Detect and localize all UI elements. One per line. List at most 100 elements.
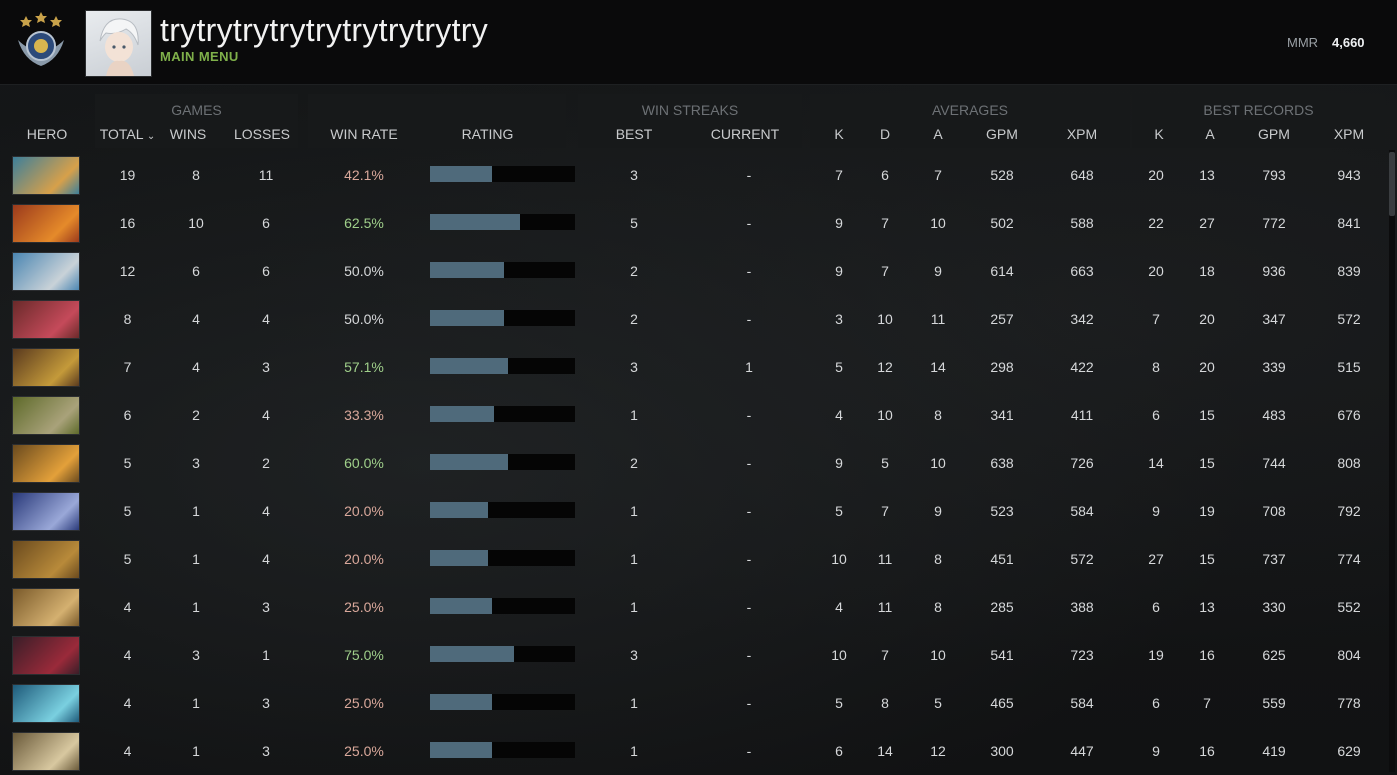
cell-ba: 18 <box>1199 263 1215 279</box>
column-header-avg-gpm[interactable]: GPM <box>986 126 1018 142</box>
hero-portrait-icon[interactable] <box>12 348 80 387</box>
cell-d: 12 <box>877 359 893 375</box>
cell-bgpm: 744 <box>1262 455 1286 471</box>
table-row[interactable]: 4 1 3 25.0% 1 - 5 8 5 465 584 6 7 559 778 <box>0 679 1385 727</box>
group-averages: AVERAGES <box>932 102 1008 118</box>
hero-portrait-icon[interactable] <box>12 444 80 483</box>
table-row[interactable]: 5 1 4 20.0% 1 - 10 11 8 451 572 27 15 737 774 <box>0 535 1385 583</box>
hero-portrait-icon[interactable] <box>12 732 80 771</box>
table-row[interactable]: 4 1 3 25.0% 1-4 11 8 285 388 6 13 330 552 <box>0 583 1385 631</box>
rating-bar <box>430 550 575 566</box>
cell-d: 7 <box>881 263 889 279</box>
cell-bgpm: 772 <box>1262 215 1286 231</box>
table-row[interactable]: 4 1 3 25.0% 1 - 6 14 12 300 447 9 16 419 629 <box>0 727 1385 775</box>
cell-bgpm: 419 <box>1262 743 1286 759</box>
cell-best: 1 <box>630 599 638 615</box>
cell-bgpm: 559 <box>1262 695 1286 711</box>
best-records-header-bg <box>1132 94 1385 148</box>
table-row[interactable]: 5 1 4 20.0% 1 - 5 7 9 523 584 9 19 708 792 <box>0 487 1385 535</box>
cell-a: 8 <box>934 551 942 567</box>
table-row[interactable]: 6 2 4 33.3% 1 - 4 10 8 341 411 6 15 483 676 <box>0 391 1385 439</box>
cell-bgpm: 708 <box>1262 503 1286 519</box>
column-header-wins[interactable]: WINS <box>169 126 207 142</box>
column-header-rating[interactable]: RATING <box>461 126 514 142</box>
hero-portrait-icon[interactable] <box>12 204 80 243</box>
cell-bxpm: 839 <box>1337 263 1361 279</box>
cell-gpm: 300 <box>990 743 1014 759</box>
cell-win-rate: 75.0% <box>344 647 384 663</box>
column-header-best-k[interactable]: K <box>1154 126 1164 142</box>
column-header-avg-k[interactable]: K <box>834 126 844 142</box>
hero-portrait-icon[interactable] <box>12 540 80 579</box>
table-row[interactable]: 5 3 2 60.0% 2 - 9 5 10 638 726 14 15 744 808 <box>0 439 1385 487</box>
cell-bk: 19 <box>1148 647 1164 663</box>
rating-bar <box>430 166 575 182</box>
column-header-total[interactable]: TOTAL ⌄ <box>95 126 160 142</box>
cell-current: - <box>746 599 752 615</box>
column-header-losses[interactable]: LOSSES <box>233 126 291 142</box>
cell-bxpm: 572 <box>1337 311 1361 327</box>
cell-total: 7 <box>123 359 132 375</box>
cell-d: 10 <box>877 311 893 327</box>
hero-portrait-icon[interactable] <box>12 396 80 435</box>
cell-current: - <box>746 455 752 471</box>
table-row[interactable]: 8 4 4 50.0% 2 - 3 10 11 257 342 7 20 347 572 <box>0 295 1385 343</box>
cell-total: 5 <box>123 455 132 471</box>
column-header-best-streak[interactable]: BEST <box>615 126 653 142</box>
rating-bar <box>430 694 575 710</box>
hero-portrait-icon[interactable] <box>12 156 80 195</box>
cell-best: 3 <box>630 167 638 183</box>
cell-best: 1 <box>630 407 638 423</box>
cell-current: 1 <box>745 359 753 375</box>
cell-bxpm: 841 <box>1337 215 1361 231</box>
column-header-avg-d[interactable]: D <box>879 126 891 142</box>
table-row[interactable]: 7 4 3 57.1% 3 1 5 12 14 298 422 8 20 339 515 <box>0 343 1385 391</box>
hero-portrait-icon[interactable] <box>12 684 80 723</box>
rating-bar <box>430 406 575 422</box>
cell-k: 9 <box>835 215 843 231</box>
column-header-best-a[interactable]: A <box>1205 126 1215 142</box>
scrollbar-thumb[interactable] <box>1389 152 1395 216</box>
cell-bxpm: 778 <box>1337 695 1361 711</box>
cell-total: 5 <box>123 503 132 519</box>
cell-bxpm: 808 <box>1337 455 1361 471</box>
column-header-best-xpm[interactable]: XPM <box>1333 126 1365 142</box>
hero-portrait-icon[interactable] <box>12 252 80 291</box>
column-header-avg-xpm[interactable]: XPM <box>1066 126 1098 142</box>
cell-ba: 20 <box>1199 311 1215 327</box>
cell-losses: 2 <box>262 455 270 471</box>
column-header-win-rate[interactable]: WIN RATE <box>330 126 398 142</box>
cell-current: - <box>746 695 752 711</box>
cell-current: - <box>746 167 752 183</box>
cell-bk: 6 <box>1152 407 1160 423</box>
hero-portrait-icon[interactable] <box>12 300 80 339</box>
column-header-current-streak[interactable]: CURRENT <box>710 126 780 142</box>
column-header-hero[interactable]: HERO <box>26 126 68 142</box>
cell-wins: 1 <box>192 743 200 759</box>
rating-bar-fill <box>430 406 494 422</box>
cell-bgpm: 625 <box>1262 647 1286 663</box>
hero-portrait-icon[interactable] <box>12 492 80 531</box>
rating-bar-fill <box>430 646 514 662</box>
table-row[interactable]: 16 10 6 62.5% 5 - 9 7 10 502 588 22 27 772 841 <box>0 199 1385 247</box>
cell-k: 9 <box>835 263 843 279</box>
table-row[interactable]: 12 6 6 50.0% 2 - 9 7 9 614 663 20 18 936 839 <box>0 247 1385 295</box>
table-row[interactable]: 19 8 11 42.1% 3 - 7 6 7 528 648 20 13 793 943 <box>0 151 1385 199</box>
profile-header: trytrytrytrytrytrytrytrytry MAIN MENU MM… <box>0 0 1397 85</box>
cell-wins: 3 <box>192 455 200 471</box>
main-menu-link[interactable]: MAIN MENU <box>160 49 239 64</box>
column-header-avg-a[interactable]: A <box>933 126 943 142</box>
rating-bar-fill <box>430 502 488 518</box>
cell-wins: 8 <box>192 167 200 183</box>
hero-portrait-icon[interactable] <box>12 636 80 675</box>
cell-ba: 19 <box>1199 503 1215 519</box>
table-row[interactable]: 4 3 1 75.0% 3 - 10 7 10 541 723 19 16 625 804 <box>0 631 1385 679</box>
column-header-best-gpm[interactable]: GPM <box>1258 126 1290 142</box>
hero-portrait-icon[interactable] <box>12 588 80 627</box>
scrollbar[interactable] <box>1389 150 1395 772</box>
cell-total: 5 <box>123 551 132 567</box>
avatar[interactable] <box>85 10 152 77</box>
column-header-total-label: TOTAL <box>99 126 144 142</box>
averages-header-bg <box>810 94 1130 148</box>
cell-ba: 15 <box>1199 551 1215 567</box>
